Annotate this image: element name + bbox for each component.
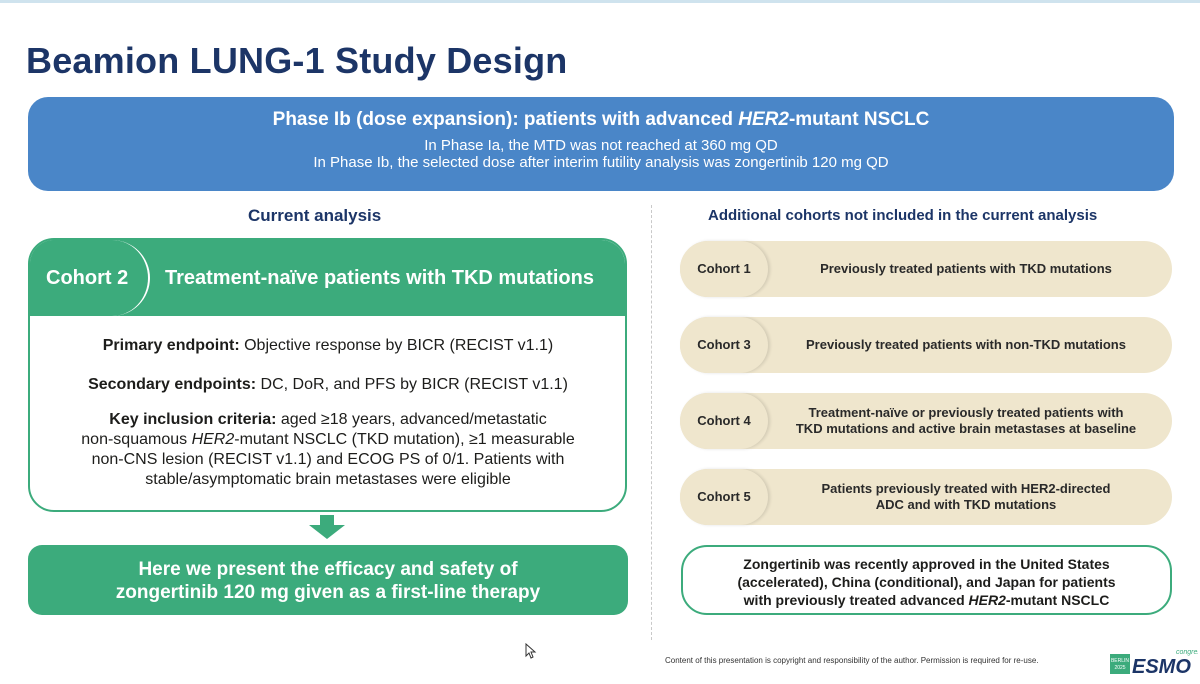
present-line-1: Here we present the efficacy and safety … [138, 559, 518, 580]
logo-city-bottom: 2025 [1114, 665, 1125, 671]
logo-city-top: BERLIN [1111, 658, 1129, 664]
phase-line-1: In Phase Ia, the MTD was not reached at … [424, 137, 778, 154]
phase-title-suffix: -mutant NSCLC [788, 109, 930, 130]
key-inclusion-criteria: Key inclusion criteria: aged ≥18 years, … [48, 410, 608, 490]
cohort-2-heading: Treatment-naïve patients with TKD mutati… [165, 267, 594, 289]
cohort-5-desc-line-1: Patients previously treated with HER2-di… [821, 481, 1111, 496]
key-criteria-text-1: aged ≥18 years, advanced/metastatic [276, 411, 547, 428]
cohort-2-panel: Cohort 2 Treatment-naïve patients with T… [28, 238, 627, 512]
key-criteria-line-3: non-CNS lesion (RECIST v1.1) and ECOG PS… [91, 451, 565, 468]
approval-line-3: with previously treated advanced HER2-mu… [683, 591, 1170, 609]
primary-endpoint: Primary endpoint: Objective response by … [48, 336, 608, 356]
phase-line-2: In Phase Ib, the selected dose after int… [313, 154, 889, 171]
secondary-endpoints-text: DC, DoR, and PFS by BICR (RECIST v1.1) [256, 376, 568, 393]
cohort-4-desc-line-2: TKD mutations and active brain metastase… [795, 421, 1137, 436]
primary-endpoint-label: Primary endpoint: [102, 337, 240, 354]
cohort-3-row: Cohort 3 Previously treated patients wit… [680, 317, 1172, 373]
approval-gene: HER2 [968, 592, 1006, 608]
cohort-4-desc: Treatment-naïve or previously treated pa… [776, 405, 1156, 437]
cohort-4-pill: Cohort 4 [680, 393, 768, 449]
current-analysis-title: Current analysis [248, 206, 382, 225]
key-criteria-line-2: non-squamous HER2-mutant NSCLC (TKD muta… [48, 430, 608, 450]
secondary-endpoints-label: Secondary endpoints: [88, 376, 257, 393]
cohort-4-row: Cohort 4 Treatment-naïve or previously t… [680, 393, 1172, 449]
cohort-4-desc-line-1: Treatment-naïve or previously treated pa… [808, 405, 1124, 420]
cohort-5-desc: Patients previously treated with HER2-di… [776, 481, 1156, 513]
slide-title: Beamion LUNG-1 Study Design [26, 40, 568, 81]
cohort-2-pill [30, 240, 150, 316]
cohort-5-pill: Cohort 5 [680, 469, 768, 525]
cohort-1-row: Cohort 1 Previously treated patients wit… [680, 241, 1172, 297]
key-criteria-line-4: stable/asymptomatic brain metastases wer… [145, 471, 511, 488]
approval-line-1: Zongertinib was recently approved in the… [743, 556, 1110, 572]
cohort-4-label: Cohort 4 [697, 413, 751, 428]
approval-line-2: (accelerated), China (conditional), and … [737, 574, 1116, 590]
mouse-cursor-icon [525, 643, 537, 659]
cohort-5-label: Cohort 5 [697, 489, 751, 504]
approval-line-3b: -mutant NSCLC [1005, 592, 1110, 608]
key-criteria-label: Key inclusion criteria: [109, 411, 277, 428]
cohort-1-desc: Previously treated patients with TKD mut… [820, 261, 1112, 276]
key-criteria-text-2a: non-squamous [81, 431, 192, 448]
logo-congress-text: congress [1176, 649, 1198, 656]
copyright-note: Content of this presentation is copyrigh… [665, 656, 1039, 665]
cohort-1-label: Cohort 1 [697, 261, 751, 276]
approval-line-3a: with previously treated advanced [743, 592, 969, 608]
approval-callout: Zongertinib was recently approved in the… [681, 545, 1172, 615]
present-line-2: zongertinib 120 mg given as a first-line… [115, 582, 541, 603]
logo-esmo-text: ESMO [1132, 656, 1191, 676]
cohort-1-pill: Cohort 1 [680, 241, 768, 297]
phase-title-prefix: Phase Ib (dose expansion): patients with… [272, 109, 739, 130]
phase-title-gene: HER2 [738, 109, 789, 130]
column-divider [651, 205, 652, 640]
present-callout: Here we present the efficacy and safety … [28, 545, 628, 615]
esmo-congress-logo: BERLIN 2025 ESMO congress [1110, 649, 1198, 676]
cohort-3-desc: Previously treated patients with non-TKD… [806, 337, 1126, 352]
key-criteria-text-2b: -mutant NSCLC (TKD mutation), ≥1 measura… [234, 431, 575, 448]
primary-endpoint-text: Objective response by BICR (RECIST v1.1) [239, 337, 554, 354]
phase-banner: Phase Ib (dose expansion): patients with… [28, 97, 1174, 191]
cohort-5-row: Cohort 5 Patients previously treated wit… [680, 469, 1172, 525]
secondary-endpoints: Secondary endpoints: DC, DoR, and PFS by… [48, 375, 608, 395]
cohort-3-pill: Cohort 3 [680, 317, 768, 373]
cohort-2-label: Cohort 2 [46, 267, 129, 289]
down-arrow-icon [309, 515, 345, 539]
key-criteria-gene: HER2 [191, 431, 235, 448]
additional-cohorts-title: Additional cohorts not included in the c… [708, 207, 1098, 224]
cohort-5-desc-line-2: ADC and with TKD mutations [875, 497, 1057, 512]
key-criteria-line-1: Key inclusion criteria: aged ≥18 years, … [48, 410, 608, 430]
top-accent-line [0, 0, 1200, 3]
phase-title: Phase Ib (dose expansion): patients with… [28, 109, 1174, 131]
cohort-3-label: Cohort 3 [697, 337, 751, 352]
